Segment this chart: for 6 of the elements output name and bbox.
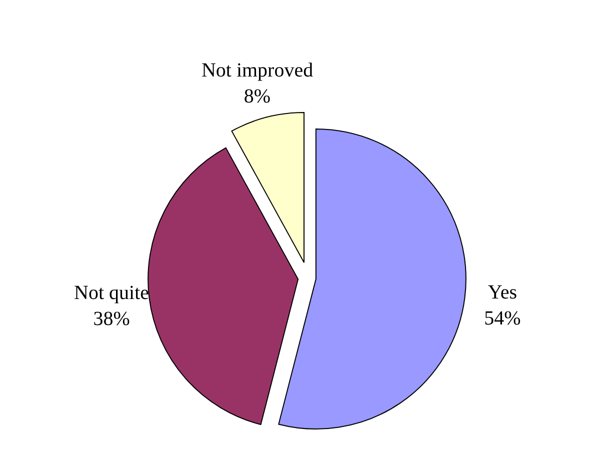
slice-label: Not improved xyxy=(201,59,314,82)
data-label: 8% xyxy=(244,85,271,108)
data-label: 54% xyxy=(484,308,521,330)
data-label: 38% xyxy=(93,308,130,330)
slice-label: Not quite xyxy=(74,282,150,304)
slice-label: Yes xyxy=(488,282,518,304)
